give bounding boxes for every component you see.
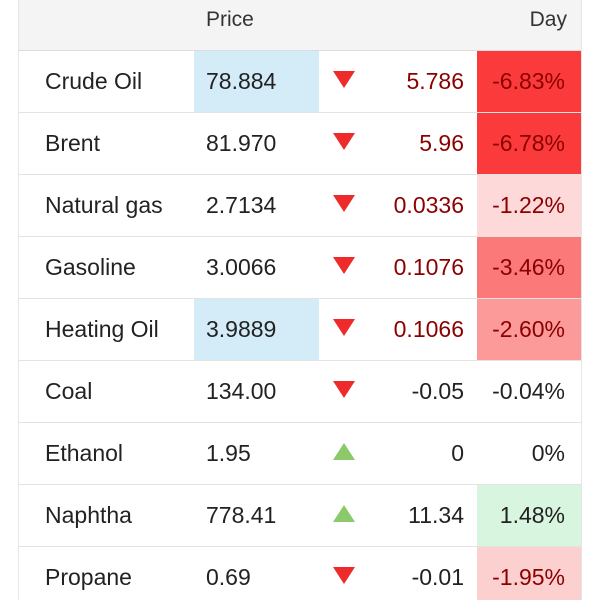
change-cell: 5.96 <box>419 130 464 156</box>
change-cell: 5.786 <box>406 68 464 94</box>
price-cell: 81.970 <box>206 130 277 156</box>
change-cell: 0 <box>451 440 464 466</box>
commodity-name[interactable]: Coal <box>45 378 93 404</box>
day-change-cell: 0% <box>477 423 581 484</box>
arrow-down-icon <box>324 299 364 360</box>
arrow-down-icon <box>324 361 364 422</box>
change-cell: -0.05 <box>411 378 464 404</box>
change-cell: 0.1066 <box>393 316 464 342</box>
change-cell: -0.01 <box>411 564 464 590</box>
price-cell: 1.95 <box>206 440 251 466</box>
day-change-cell: -1.22% <box>477 175 581 236</box>
table-row[interactable]: Propane 0.69 -0.01 -1.95% <box>19 547 581 600</box>
price-cell: 0.69 <box>206 564 251 590</box>
arrow-up-icon <box>324 423 364 484</box>
commodities-table: Price Day Crude Oil 78.884 5.786 -6.83% … <box>18 0 582 600</box>
commodity-name[interactable]: Naphtha <box>45 502 132 528</box>
commodity-name[interactable]: Crude Oil <box>45 68 143 94</box>
table-row[interactable]: Heating Oil 3.9889 0.1066 -2.60% <box>19 299 581 361</box>
day-change-cell: 1.48% <box>477 485 581 546</box>
commodity-name[interactable]: Propane <box>45 564 132 590</box>
arrow-down-icon <box>324 113 364 174</box>
day-change-cell: -2.60% <box>477 299 581 360</box>
change-cell: 0.1076 <box>393 254 464 280</box>
day-change-cell: -1.95% <box>477 547 581 600</box>
price-cell: 134.00 <box>206 378 277 404</box>
table-row[interactable]: Coal 134.00 -0.05 -0.04% <box>19 361 581 423</box>
commodity-name[interactable]: Natural gas <box>45 192 163 218</box>
price-column-header[interactable]: Price <box>206 8 254 31</box>
arrow-down-icon <box>324 237 364 298</box>
day-change-cell: -6.83% <box>477 51 581 112</box>
arrow-down-icon <box>324 547 364 600</box>
price-cell: 78.884 <box>194 51 319 112</box>
arrow-up-icon <box>324 485 364 546</box>
price-cell: 3.9889 <box>194 299 319 360</box>
arrow-down-icon <box>324 175 364 236</box>
day-change-cell: -6.78% <box>477 113 581 174</box>
day-change-cell: -0.04% <box>477 361 581 422</box>
arrow-down-icon <box>324 51 364 112</box>
table-header: Price Day <box>19 0 581 51</box>
table-row[interactable]: Crude Oil 78.884 5.786 -6.83% <box>19 51 581 113</box>
table-row[interactable]: Naphtha 778.41 11.34 1.48% <box>19 485 581 547</box>
change-cell: 0.0336 <box>393 192 464 218</box>
table-row[interactable]: Ethanol 1.95 0 0% <box>19 423 581 485</box>
price-cell: 3.0066 <box>206 254 277 280</box>
table-row[interactable]: Gasoline 3.0066 0.1076 -3.46% <box>19 237 581 299</box>
commodity-name[interactable]: Gasoline <box>45 254 136 280</box>
commodity-name[interactable]: Brent <box>45 130 100 156</box>
price-cell: 778.41 <box>206 502 277 528</box>
table-row[interactable]: Brent 81.970 5.96 -6.78% <box>19 113 581 175</box>
change-cell: 11.34 <box>408 502 464 528</box>
day-change-cell: -3.46% <box>477 237 581 298</box>
price-cell: 2.7134 <box>206 192 277 218</box>
commodity-name[interactable]: Heating Oil <box>45 316 159 342</box>
table-row[interactable]: Natural gas 2.7134 0.0336 -1.22% <box>19 175 581 237</box>
day-column-header[interactable]: Day <box>529 8 567 31</box>
commodity-name[interactable]: Ethanol <box>45 440 124 466</box>
